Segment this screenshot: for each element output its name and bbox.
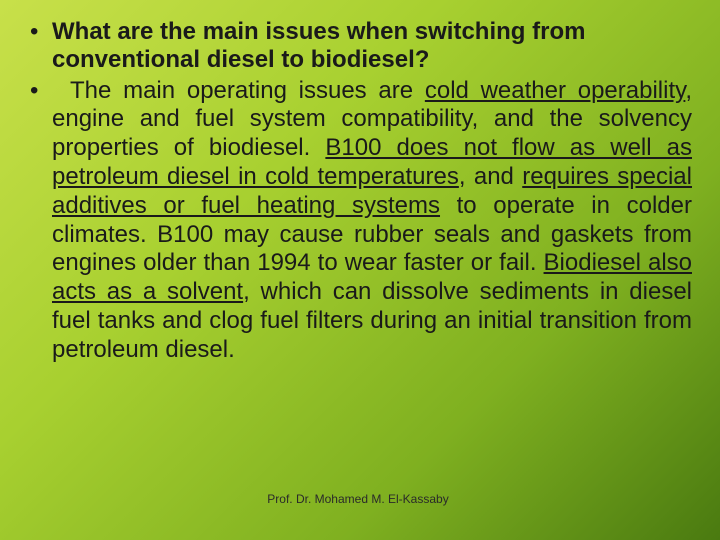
question-text: What are the main issues when switching …	[52, 18, 692, 75]
bullet-list: What are the main issues when switching …	[24, 18, 692, 365]
answer-text: The main operating issues are cold weath…	[52, 77, 692, 365]
answer-seg1: The main operating issues are	[70, 77, 425, 104]
slide: What are the main issues when switching …	[24, 18, 692, 522]
answer-bullet: The main operating issues are cold weath…	[24, 77, 692, 365]
answer-u1: cold weather operability	[425, 77, 686, 104]
answer-seg3: , and	[459, 163, 522, 190]
question-bullet: What are the main issues when switching …	[24, 18, 692, 75]
footer-author: Prof. Dr. Mohamed M. El-Kassaby	[24, 492, 692, 506]
